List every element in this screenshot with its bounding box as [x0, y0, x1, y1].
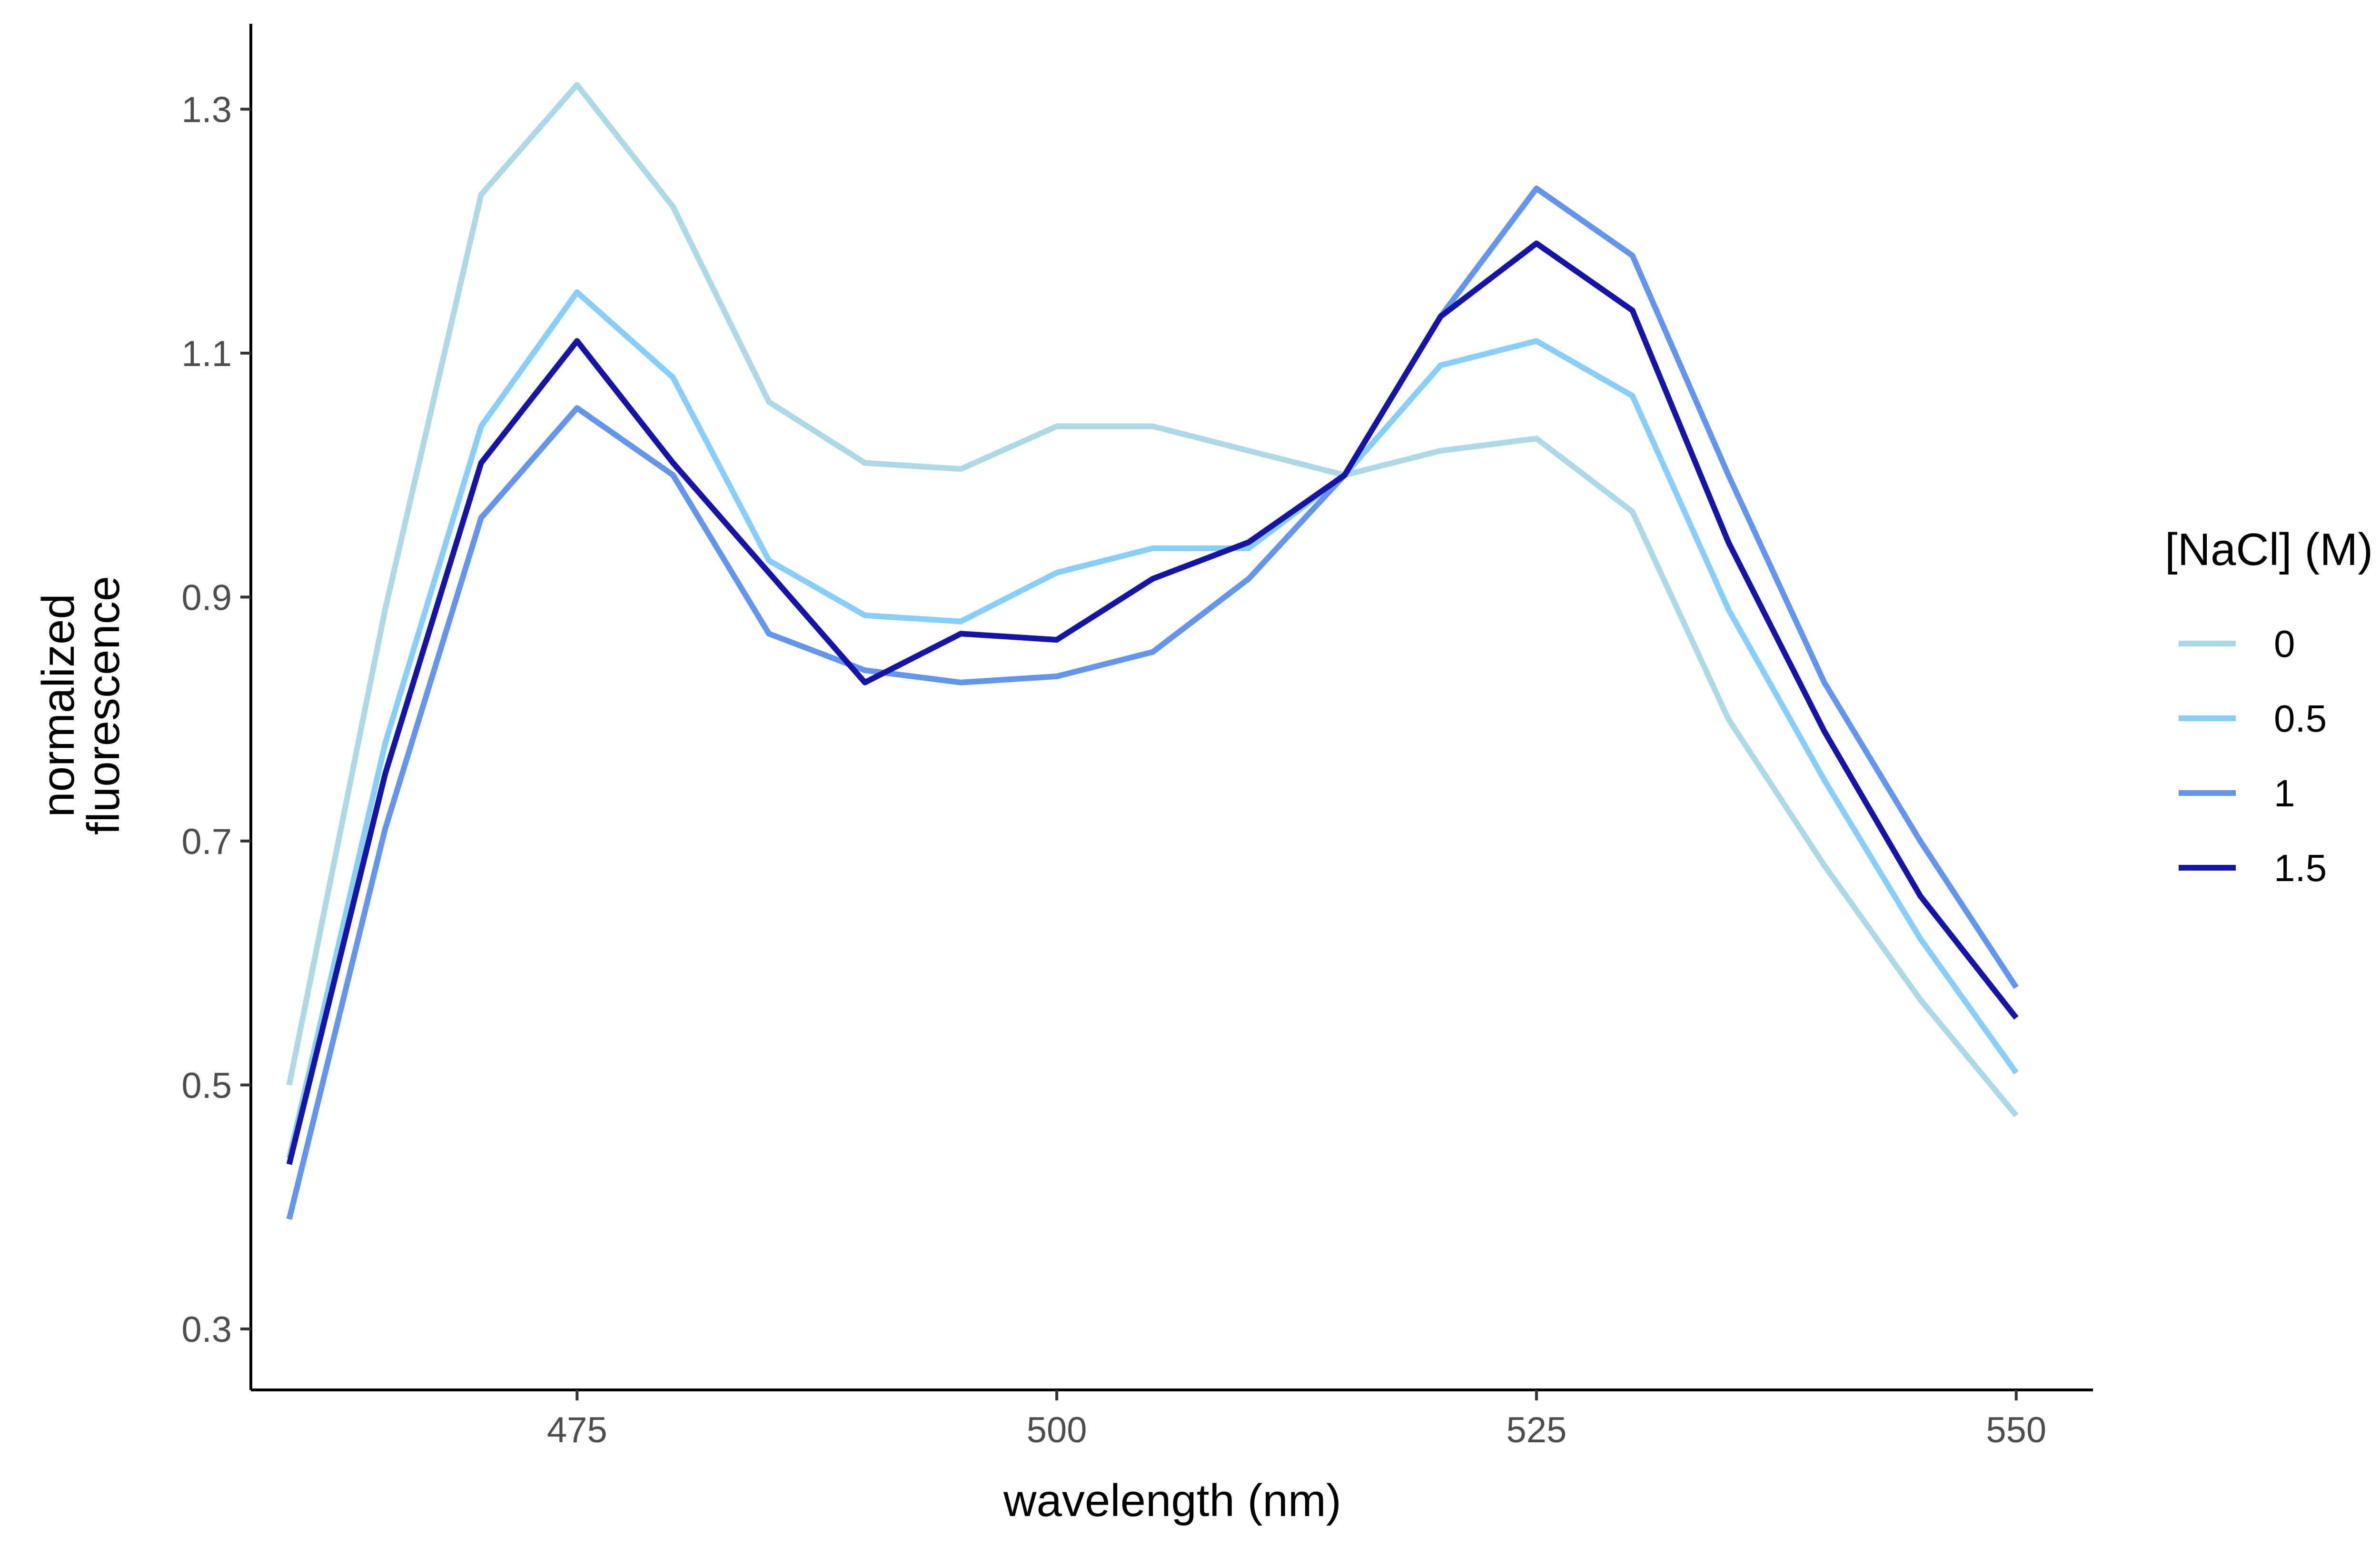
series-line-1-5	[286, 240, 2019, 1165]
y-tick-label: 1.3	[181, 89, 232, 130]
x-tick-label: 550	[1986, 1410, 2046, 1450]
series-line-0-5	[286, 289, 2019, 1159]
y-axis-title-line-2: fluorescence	[78, 576, 129, 835]
x-axis-title: wavelength (nm)	[1003, 1475, 1341, 1526]
y-ticks: 0.3 0.5 0.7 0.9 1.1 1.3	[181, 89, 251, 1350]
y-axis-title-line-1: normalized	[33, 594, 84, 817]
legend-label: 1	[2274, 772, 2295, 814]
legend-label: 0	[2274, 623, 2295, 665]
y-tick-label: 0.7	[181, 822, 232, 862]
y-tick-label: 0.3	[181, 1309, 232, 1350]
series-line-1	[286, 185, 2019, 1220]
x-ticks: 475 500 525 550	[547, 1390, 2046, 1450]
x-tick-label: 525	[1507, 1410, 1567, 1450]
legend-title: [NaCl] (M)	[2165, 524, 2373, 575]
y-tick-label: 1.1	[181, 334, 232, 374]
legend-label: 0.5	[2274, 697, 2327, 740]
y-tick-label: 0.5	[181, 1065, 232, 1106]
plot-lines	[286, 82, 2019, 1220]
y-axis-title: normalized fluorescence	[33, 576, 129, 835]
axes	[249, 24, 2093, 1391]
legend: [NaCl] (M) 0 0.5 1 1.5	[2165, 524, 2373, 889]
y-tick-label: 0.9	[181, 577, 232, 618]
series-line-0	[286, 82, 2019, 1118]
legend-label: 1.5	[2274, 847, 2327, 889]
legend-items: 0 0.5 1 1.5	[2179, 623, 2327, 889]
x-tick-label: 475	[547, 1410, 607, 1450]
x-tick-label: 500	[1027, 1410, 1087, 1450]
